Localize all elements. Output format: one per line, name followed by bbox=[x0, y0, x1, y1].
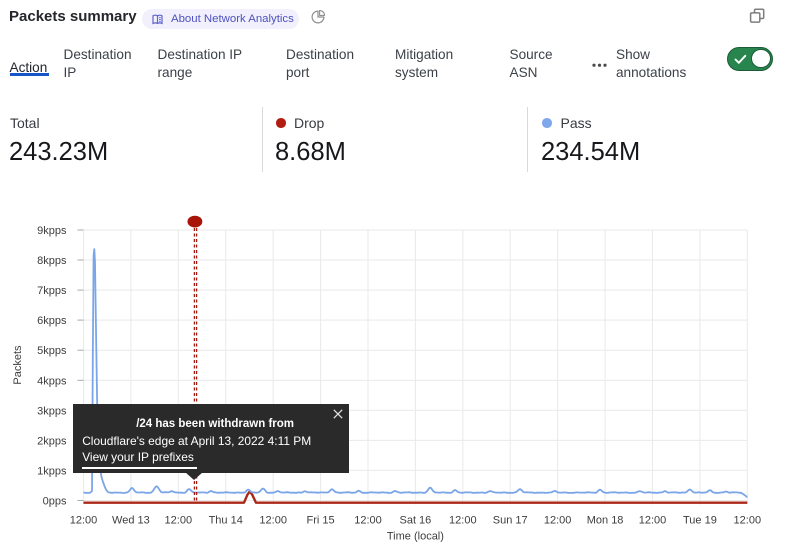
svg-text:8kpps: 8kpps bbox=[37, 255, 67, 267]
svg-text:12:00: 12:00 bbox=[449, 515, 477, 527]
svg-text:12:00: 12:00 bbox=[259, 515, 287, 527]
svg-text:1kpps: 1kpps bbox=[37, 465, 67, 477]
svg-text:12:00: 12:00 bbox=[354, 515, 382, 527]
svg-text:3kpps: 3kpps bbox=[37, 405, 67, 417]
svg-text:Fri 15: Fri 15 bbox=[307, 515, 335, 527]
svg-text:Time (local): Time (local) bbox=[387, 531, 444, 543]
svg-text:Mon 18: Mon 18 bbox=[587, 515, 624, 527]
svg-text:12:00: 12:00 bbox=[70, 515, 98, 527]
svg-text:12:00: 12:00 bbox=[544, 515, 572, 527]
svg-text:4kpps: 4kpps bbox=[37, 375, 67, 387]
svg-text:12:00: 12:00 bbox=[734, 515, 762, 527]
svg-text:7kpps: 7kpps bbox=[37, 285, 67, 297]
svg-text:5kpps: 5kpps bbox=[37, 345, 67, 357]
svg-text:Thu 14: Thu 14 bbox=[209, 515, 243, 527]
svg-text:0pps: 0pps bbox=[43, 496, 67, 508]
svg-text:12:00: 12:00 bbox=[639, 515, 667, 527]
svg-text:6kpps: 6kpps bbox=[37, 315, 67, 327]
svg-text:2kpps: 2kpps bbox=[37, 435, 67, 447]
svg-text:Packets: Packets bbox=[12, 345, 24, 385]
svg-text:Sat 16: Sat 16 bbox=[399, 515, 431, 527]
svg-text:Tue 19: Tue 19 bbox=[683, 515, 717, 527]
svg-text:12:00: 12:00 bbox=[165, 515, 193, 527]
svg-text:Sun 17: Sun 17 bbox=[493, 515, 528, 527]
svg-text:Wed 13: Wed 13 bbox=[112, 515, 150, 527]
svg-text:9kpps: 9kpps bbox=[37, 225, 67, 237]
